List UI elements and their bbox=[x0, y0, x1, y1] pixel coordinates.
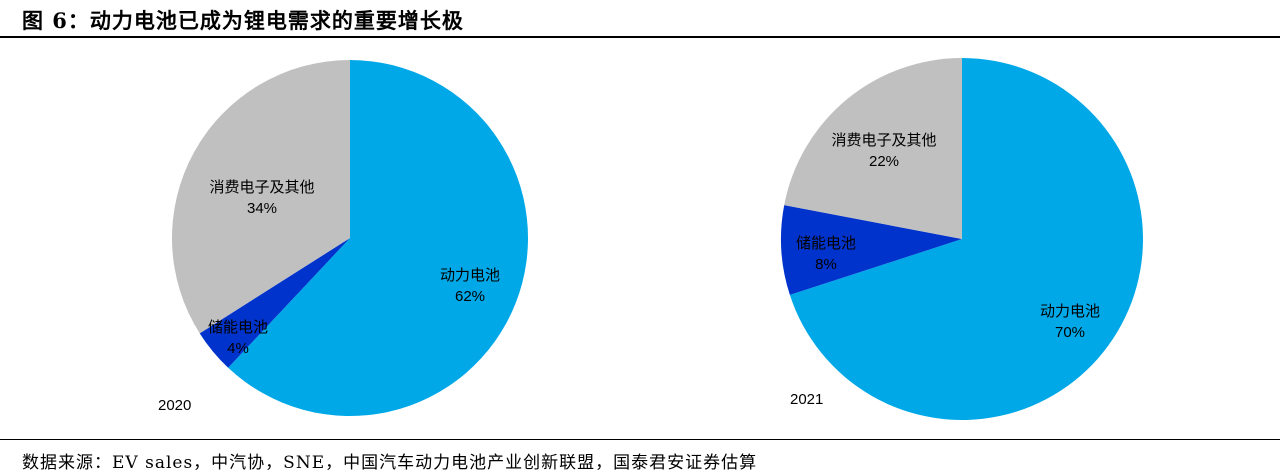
slice-name-label-consumer-electronics-2021: 消费电子及其他 bbox=[831, 132, 936, 149]
slice-value-label-consumer-electronics-2021: 22% bbox=[869, 153, 899, 170]
source-note: 数据来源：EV sales，中汽协，SNE，中国汽车动力电池产业创新联盟，国泰君… bbox=[22, 453, 758, 473]
slice-value-label-storage-battery-2021: 8% bbox=[815, 256, 837, 273]
title-bar: 图 6：动力电池已成为锂电需求的重要增长极 bbox=[0, 0, 1280, 38]
pie-slice-consumer-electronics-2021 bbox=[784, 58, 962, 239]
slice-value-label-power-battery-2021: 70% bbox=[1055, 324, 1085, 341]
slice-name-label-consumer-electronics-2020: 消费电子及其他 bbox=[209, 179, 314, 196]
footer-rule bbox=[0, 439, 1280, 440]
pie-slice-consumer-electronics-2020 bbox=[172, 60, 350, 334]
pie-slice-power-battery-2020 bbox=[228, 60, 529, 417]
year-label-2021: 2021 bbox=[790, 391, 823, 408]
slice-name-label-power-battery-2020: 动力电池 bbox=[440, 267, 500, 284]
pie-slice-storage-battery-2020 bbox=[199, 238, 350, 368]
pie-slice-storage-battery-2021 bbox=[781, 205, 962, 295]
pie-chart-2021: 动力电池 70% 储能电池 8% 消费电子及其他 22% 2021 bbox=[781, 58, 1143, 420]
pie-chart-2020: 动力电池 62% 储能电池 4% 消费电子及其他 34% 2020 bbox=[158, 60, 529, 417]
figure-title: 图 6：动力电池已成为锂电需求的重要增长极 bbox=[22, 8, 464, 33]
pie-slice-power-battery-2021 bbox=[789, 58, 1143, 420]
slice-value-label-storage-battery-2020: 4% bbox=[227, 340, 249, 357]
slice-value-label-consumer-electronics-2020: 34% bbox=[247, 200, 277, 217]
slice-name-label-power-battery-2021: 动力电池 bbox=[1040, 303, 1100, 320]
slice-name-label-storage-battery-2021: 储能电池 bbox=[796, 235, 856, 252]
pie-charts: 动力电池 62% 储能电池 4% 消费电子及其他 34% 2020 动力电池 70% 储能电池 8… bbox=[158, 58, 1143, 420]
year-label-2020: 2020 bbox=[158, 397, 191, 414]
slice-name-label-storage-battery-2020: 储能电池 bbox=[208, 319, 268, 336]
slice-value-label-power-battery-2020: 62% bbox=[455, 288, 485, 305]
